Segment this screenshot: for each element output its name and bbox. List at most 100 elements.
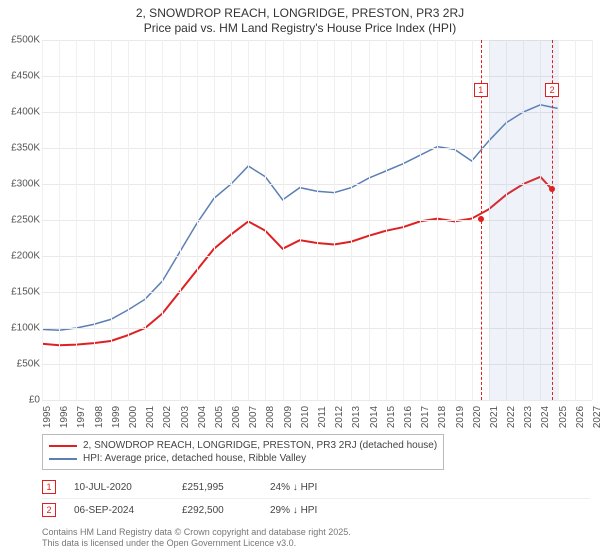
x-tick-label: 2021 bbox=[489, 406, 500, 428]
gridline-v bbox=[472, 40, 473, 400]
gridline-v bbox=[437, 40, 438, 400]
x-tick-label: 2017 bbox=[420, 406, 431, 428]
gridline-v bbox=[59, 40, 60, 400]
x-tick-label: 2018 bbox=[437, 406, 448, 428]
sale-row-2: 2 06-SEP-2024 £292,500 29% ↓ HPI bbox=[42, 499, 590, 521]
x-tick-label: 2016 bbox=[403, 406, 414, 428]
x-tick-label: 2026 bbox=[575, 406, 586, 428]
y-tick-label: £50K bbox=[0, 359, 40, 370]
x-tick-label: 2003 bbox=[180, 406, 191, 428]
sale-dot bbox=[549, 186, 555, 192]
gridline-v bbox=[214, 40, 215, 400]
gridline-h bbox=[42, 400, 592, 401]
legend-label-price-paid: 2, SNOWDROP REACH, LONGRIDGE, PRESTON, P… bbox=[83, 440, 437, 451]
sale-price-2: £292,500 bbox=[182, 505, 252, 516]
chart-container: 2, SNOWDROP REACH, LONGRIDGE, PRESTON, P… bbox=[0, 0, 600, 560]
gridline-v bbox=[180, 40, 181, 400]
x-tick-label: 2008 bbox=[265, 406, 276, 428]
sale-number-2: 2 bbox=[42, 503, 56, 517]
gridline-v bbox=[265, 40, 266, 400]
sales-table: 1 10-JUL-2020 £251,995 24% ↓ HPI 2 06-SE… bbox=[42, 476, 590, 521]
gridline-v bbox=[128, 40, 129, 400]
gridline-v bbox=[42, 40, 43, 400]
x-tick-label: 1996 bbox=[59, 406, 70, 428]
x-tick-label: 2012 bbox=[334, 406, 345, 428]
sale-number-1: 1 bbox=[42, 480, 56, 494]
gridline-v bbox=[283, 40, 284, 400]
gridline-v bbox=[162, 40, 163, 400]
y-tick-label: £400K bbox=[0, 107, 40, 118]
title-line-2: Price paid vs. HM Land Registry's House … bbox=[0, 21, 600, 36]
y-tick-label: £200K bbox=[0, 251, 40, 262]
x-tick-label: 2004 bbox=[197, 406, 208, 428]
x-tick-label: 1998 bbox=[94, 406, 105, 428]
gridline-v bbox=[455, 40, 456, 400]
legend-label-hpi: HPI: Average price, detached house, Ribb… bbox=[83, 453, 306, 464]
x-tick-label: 2001 bbox=[145, 406, 156, 428]
title-block: 2, SNOWDROP REACH, LONGRIDGE, PRESTON, P… bbox=[0, 0, 600, 36]
legend-row-hpi: HPI: Average price, detached house, Ribb… bbox=[49, 452, 437, 465]
sale-delta-2: 29% ↓ HPI bbox=[270, 505, 360, 516]
sale-price-1: £251,995 bbox=[182, 482, 252, 493]
x-tick-label: 2015 bbox=[386, 406, 397, 428]
sale-row-1: 1 10-JUL-2020 £251,995 24% ↓ HPI bbox=[42, 476, 590, 499]
footer-line-2: This data is licensed under the Open Gov… bbox=[42, 538, 590, 549]
y-tick-label: £100K bbox=[0, 323, 40, 334]
gridline-v bbox=[575, 40, 576, 400]
x-tick-label: 2014 bbox=[369, 406, 380, 428]
sale-marker: 2 bbox=[545, 83, 559, 97]
sale-marker: 1 bbox=[474, 83, 488, 97]
x-tick-label: 2010 bbox=[300, 406, 311, 428]
x-tick-label: 1995 bbox=[42, 406, 53, 428]
x-tick-label: 1997 bbox=[76, 406, 87, 428]
legend-swatch-hpi bbox=[49, 458, 77, 460]
x-tick-label: 1999 bbox=[111, 406, 122, 428]
x-tick-label: 2020 bbox=[472, 406, 483, 428]
x-tick-label: 2002 bbox=[162, 406, 173, 428]
gridline-v bbox=[300, 40, 301, 400]
sale-date-2: 06-SEP-2024 bbox=[74, 505, 164, 516]
x-tick-label: 2011 bbox=[317, 406, 328, 428]
gridline-v bbox=[111, 40, 112, 400]
y-tick-label: £500K bbox=[0, 35, 40, 46]
x-tick-label: 2023 bbox=[523, 406, 534, 428]
x-tick-label: 2000 bbox=[128, 406, 139, 428]
plot-region: £0£50K£100K£150K£200K£250K£300K£350K£400… bbox=[42, 40, 592, 400]
gridline-v bbox=[145, 40, 146, 400]
sale-date-1: 10-JUL-2020 bbox=[74, 482, 164, 493]
gridline-v bbox=[369, 40, 370, 400]
x-tick-label: 2009 bbox=[283, 406, 294, 428]
y-tick-label: £0 bbox=[0, 395, 40, 406]
chart-area: £0£50K£100K£150K£200K£250K£300K£350K£400… bbox=[42, 40, 592, 400]
legend-row-price-paid: 2, SNOWDROP REACH, LONGRIDGE, PRESTON, P… bbox=[49, 439, 437, 452]
gridline-v bbox=[403, 40, 404, 400]
gridline-v bbox=[317, 40, 318, 400]
gridline-v bbox=[420, 40, 421, 400]
gridline-v bbox=[248, 40, 249, 400]
sale-dot bbox=[478, 216, 484, 222]
x-tick-label: 2005 bbox=[214, 406, 225, 428]
x-tick-label: 2019 bbox=[455, 406, 466, 428]
y-tick-label: £250K bbox=[0, 215, 40, 226]
x-tick-label: 2025 bbox=[558, 406, 569, 428]
x-tick-label: 2013 bbox=[351, 406, 362, 428]
legend-swatch-price-paid bbox=[49, 445, 77, 447]
x-tick-label: 2024 bbox=[540, 406, 551, 428]
x-tick-label: 2007 bbox=[248, 406, 259, 428]
sale-delta-1: 24% ↓ HPI bbox=[270, 482, 360, 493]
series-line-price_paid bbox=[42, 177, 552, 345]
y-tick-label: £150K bbox=[0, 287, 40, 298]
gridline-v bbox=[386, 40, 387, 400]
gridline-v bbox=[231, 40, 232, 400]
gridline-v bbox=[197, 40, 198, 400]
footer-line-1: Contains HM Land Registry data © Crown c… bbox=[42, 527, 590, 538]
y-tick-label: £300K bbox=[0, 179, 40, 190]
gridline-v bbox=[334, 40, 335, 400]
y-tick-label: £350K bbox=[0, 143, 40, 154]
gridline-v bbox=[94, 40, 95, 400]
gridline-v bbox=[351, 40, 352, 400]
gridline-v bbox=[592, 40, 593, 400]
gridline-v bbox=[76, 40, 77, 400]
title-line-1: 2, SNOWDROP REACH, LONGRIDGE, PRESTON, P… bbox=[0, 6, 600, 21]
legend: 2, SNOWDROP REACH, LONGRIDGE, PRESTON, P… bbox=[42, 434, 444, 470]
